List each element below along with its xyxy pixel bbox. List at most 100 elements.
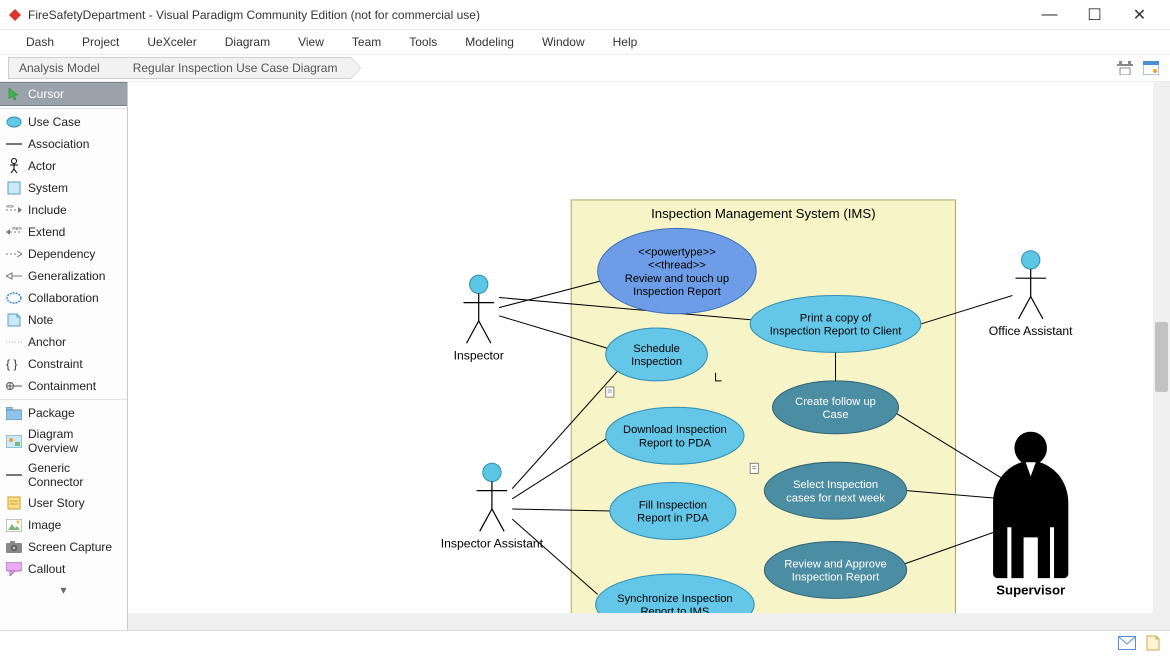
menu-uexceler[interactable]: UeXceler: [133, 32, 210, 52]
menu-tools[interactable]: Tools: [395, 32, 451, 52]
palette-containment[interactable]: Containment: [0, 375, 127, 397]
usecase-label: Print a copy of: [800, 312, 872, 324]
tool-palette: Cursor Use Case Association Actor System «i» I…: [0, 82, 128, 630]
palette-generalization[interactable]: Generalization: [0, 265, 127, 287]
actor-label: Inspector Assistant: [441, 537, 544, 551]
menu-bar: DashProjectUeXcelerDiagramViewTeamToolsM…: [0, 30, 1170, 54]
panel-tool-icon[interactable]: [1140, 57, 1162, 79]
palette-label: Cursor: [28, 87, 64, 101]
minimize-button[interactable]: —: [1027, 1, 1072, 29]
connector-icon: [6, 467, 22, 483]
usecase-label: Review and touch up: [625, 273, 729, 285]
note-icon: [6, 312, 22, 328]
palette-label: Include: [28, 203, 67, 217]
actor-label: Supervisor: [996, 582, 1065, 597]
svg-text:{ }: { }: [6, 357, 17, 371]
palette-label: Actor: [28, 159, 56, 173]
callout-icon: [6, 561, 22, 577]
usecase-label: Review and Approve: [784, 558, 886, 570]
actor-inspector[interactable]: Inspector: [454, 275, 504, 362]
vertical-scrollbar[interactable]: [1153, 82, 1170, 630]
palette-note[interactable]: Note: [0, 309, 127, 331]
palette-label: Constraint: [28, 357, 83, 371]
userstory-icon: [6, 495, 22, 511]
close-button[interactable]: ✕: [1117, 1, 1162, 29]
palette-diagram-overview[interactable]: Diagram Overview: [0, 424, 127, 458]
actor-supervisor[interactable]: Supervisor: [993, 432, 1068, 598]
palette-user-story[interactable]: User Story: [0, 492, 127, 514]
horizontal-scrollbar[interactable]: [128, 613, 1153, 630]
actor-officeAssistant[interactable]: Office Assistant: [989, 251, 1073, 338]
palette-image[interactable]: Image: [0, 514, 127, 536]
palette-cursor[interactable]: Cursor: [0, 82, 127, 106]
palette-anchor[interactable]: Anchor: [0, 331, 127, 353]
camera-icon: [6, 539, 22, 555]
usecase-label: <<thread>>: [648, 260, 706, 272]
usecase-label: Select Inspection: [793, 479, 878, 491]
palette-package[interactable]: Package: [0, 402, 127, 424]
diagram-canvas[interactable]: Inspection Management System (IMS)<<powe…: [128, 82, 1170, 630]
palette-label: Generic Connector: [28, 461, 121, 489]
note-status-icon[interactable]: [1146, 635, 1160, 654]
window-controls: — ☐ ✕: [1027, 1, 1162, 29]
mail-icon[interactable]: [1118, 636, 1136, 653]
palette-include[interactable]: «i» Include: [0, 199, 127, 221]
menu-help[interactable]: Help: [599, 32, 652, 52]
system-icon: [6, 180, 22, 196]
actor-inspectorAssistant[interactable]: Inspector Assistant: [441, 463, 544, 550]
palette-label: Callout: [28, 562, 65, 576]
maximize-button[interactable]: ☐: [1072, 1, 1117, 29]
layout-tool-icon[interactable]: [1114, 57, 1136, 79]
usecase-label: Inspection Report to Client: [770, 326, 903, 338]
breadcrumb-item[interactable]: Regular Inspection Use Case Diagram: [114, 57, 352, 79]
image-icon: [6, 517, 22, 533]
palette-actor[interactable]: Actor: [0, 155, 127, 177]
usecase-label: Inspection: [631, 356, 682, 368]
menu-modeling[interactable]: Modeling: [451, 32, 528, 52]
overview-icon: [6, 433, 22, 449]
usecase-label: Fill Inspection: [639, 499, 707, 511]
svg-text:«e»: «e»: [12, 227, 22, 232]
palette-system[interactable]: System: [0, 177, 127, 199]
palette-more[interactable]: ▾: [0, 580, 127, 600]
palette-generic-connector[interactable]: Generic Connector: [0, 458, 127, 492]
menu-dash[interactable]: Dash: [12, 32, 68, 52]
palette-screen-capture[interactable]: Screen Capture: [0, 536, 127, 558]
dependency-icon: [6, 246, 22, 262]
actor-label: Inspector: [454, 349, 504, 363]
palette-label: Collaboration: [28, 291, 99, 305]
app-icon: [8, 8, 22, 22]
usecase-label: Inspection Report: [792, 572, 880, 584]
palette-callout[interactable]: Callout: [0, 558, 127, 580]
palette-label: Dependency: [28, 247, 95, 261]
palette-use-case[interactable]: Use Case: [0, 111, 127, 133]
menu-project[interactable]: Project: [68, 32, 133, 52]
usecase-label: Synchronize Inspection: [617, 593, 733, 605]
usecase-label: Report in PDA: [637, 513, 709, 525]
menu-team[interactable]: Team: [338, 32, 395, 52]
palette-association[interactable]: Association: [0, 133, 127, 155]
anchor-icon: [6, 334, 22, 350]
palette-label: Package: [28, 406, 75, 420]
palette-dependency[interactable]: Dependency: [0, 243, 127, 265]
menu-view[interactable]: View: [284, 32, 338, 52]
palette-label: Note: [28, 313, 53, 327]
palette-label: Screen Capture: [28, 540, 112, 554]
palette-collaboration[interactable]: Collaboration: [0, 287, 127, 309]
breadcrumb-item[interactable]: Analysis Model: [8, 57, 114, 79]
palette-label: User Story: [28, 496, 85, 510]
usecase-label: cases for next week: [786, 492, 885, 504]
menu-window[interactable]: Window: [528, 32, 599, 52]
breadcrumb-bar: Analysis ModelRegular Inspection Use Cas…: [0, 54, 1170, 82]
constraint-icon: { }: [6, 356, 22, 372]
generalization-icon: [6, 268, 22, 284]
scrollbar-thumb[interactable]: [1155, 322, 1168, 392]
usecase-label: Schedule: [633, 343, 680, 355]
palette-constraint[interactable]: { } Constraint: [0, 353, 127, 375]
palette-label: Image: [28, 518, 61, 532]
palette-extend[interactable]: «e»Extend: [0, 221, 127, 243]
palette-label: Association: [28, 137, 89, 151]
svg-text:«i»: «i»: [6, 205, 15, 210]
menu-diagram[interactable]: Diagram: [211, 32, 284, 52]
usecase-label: Create follow up: [795, 396, 876, 408]
